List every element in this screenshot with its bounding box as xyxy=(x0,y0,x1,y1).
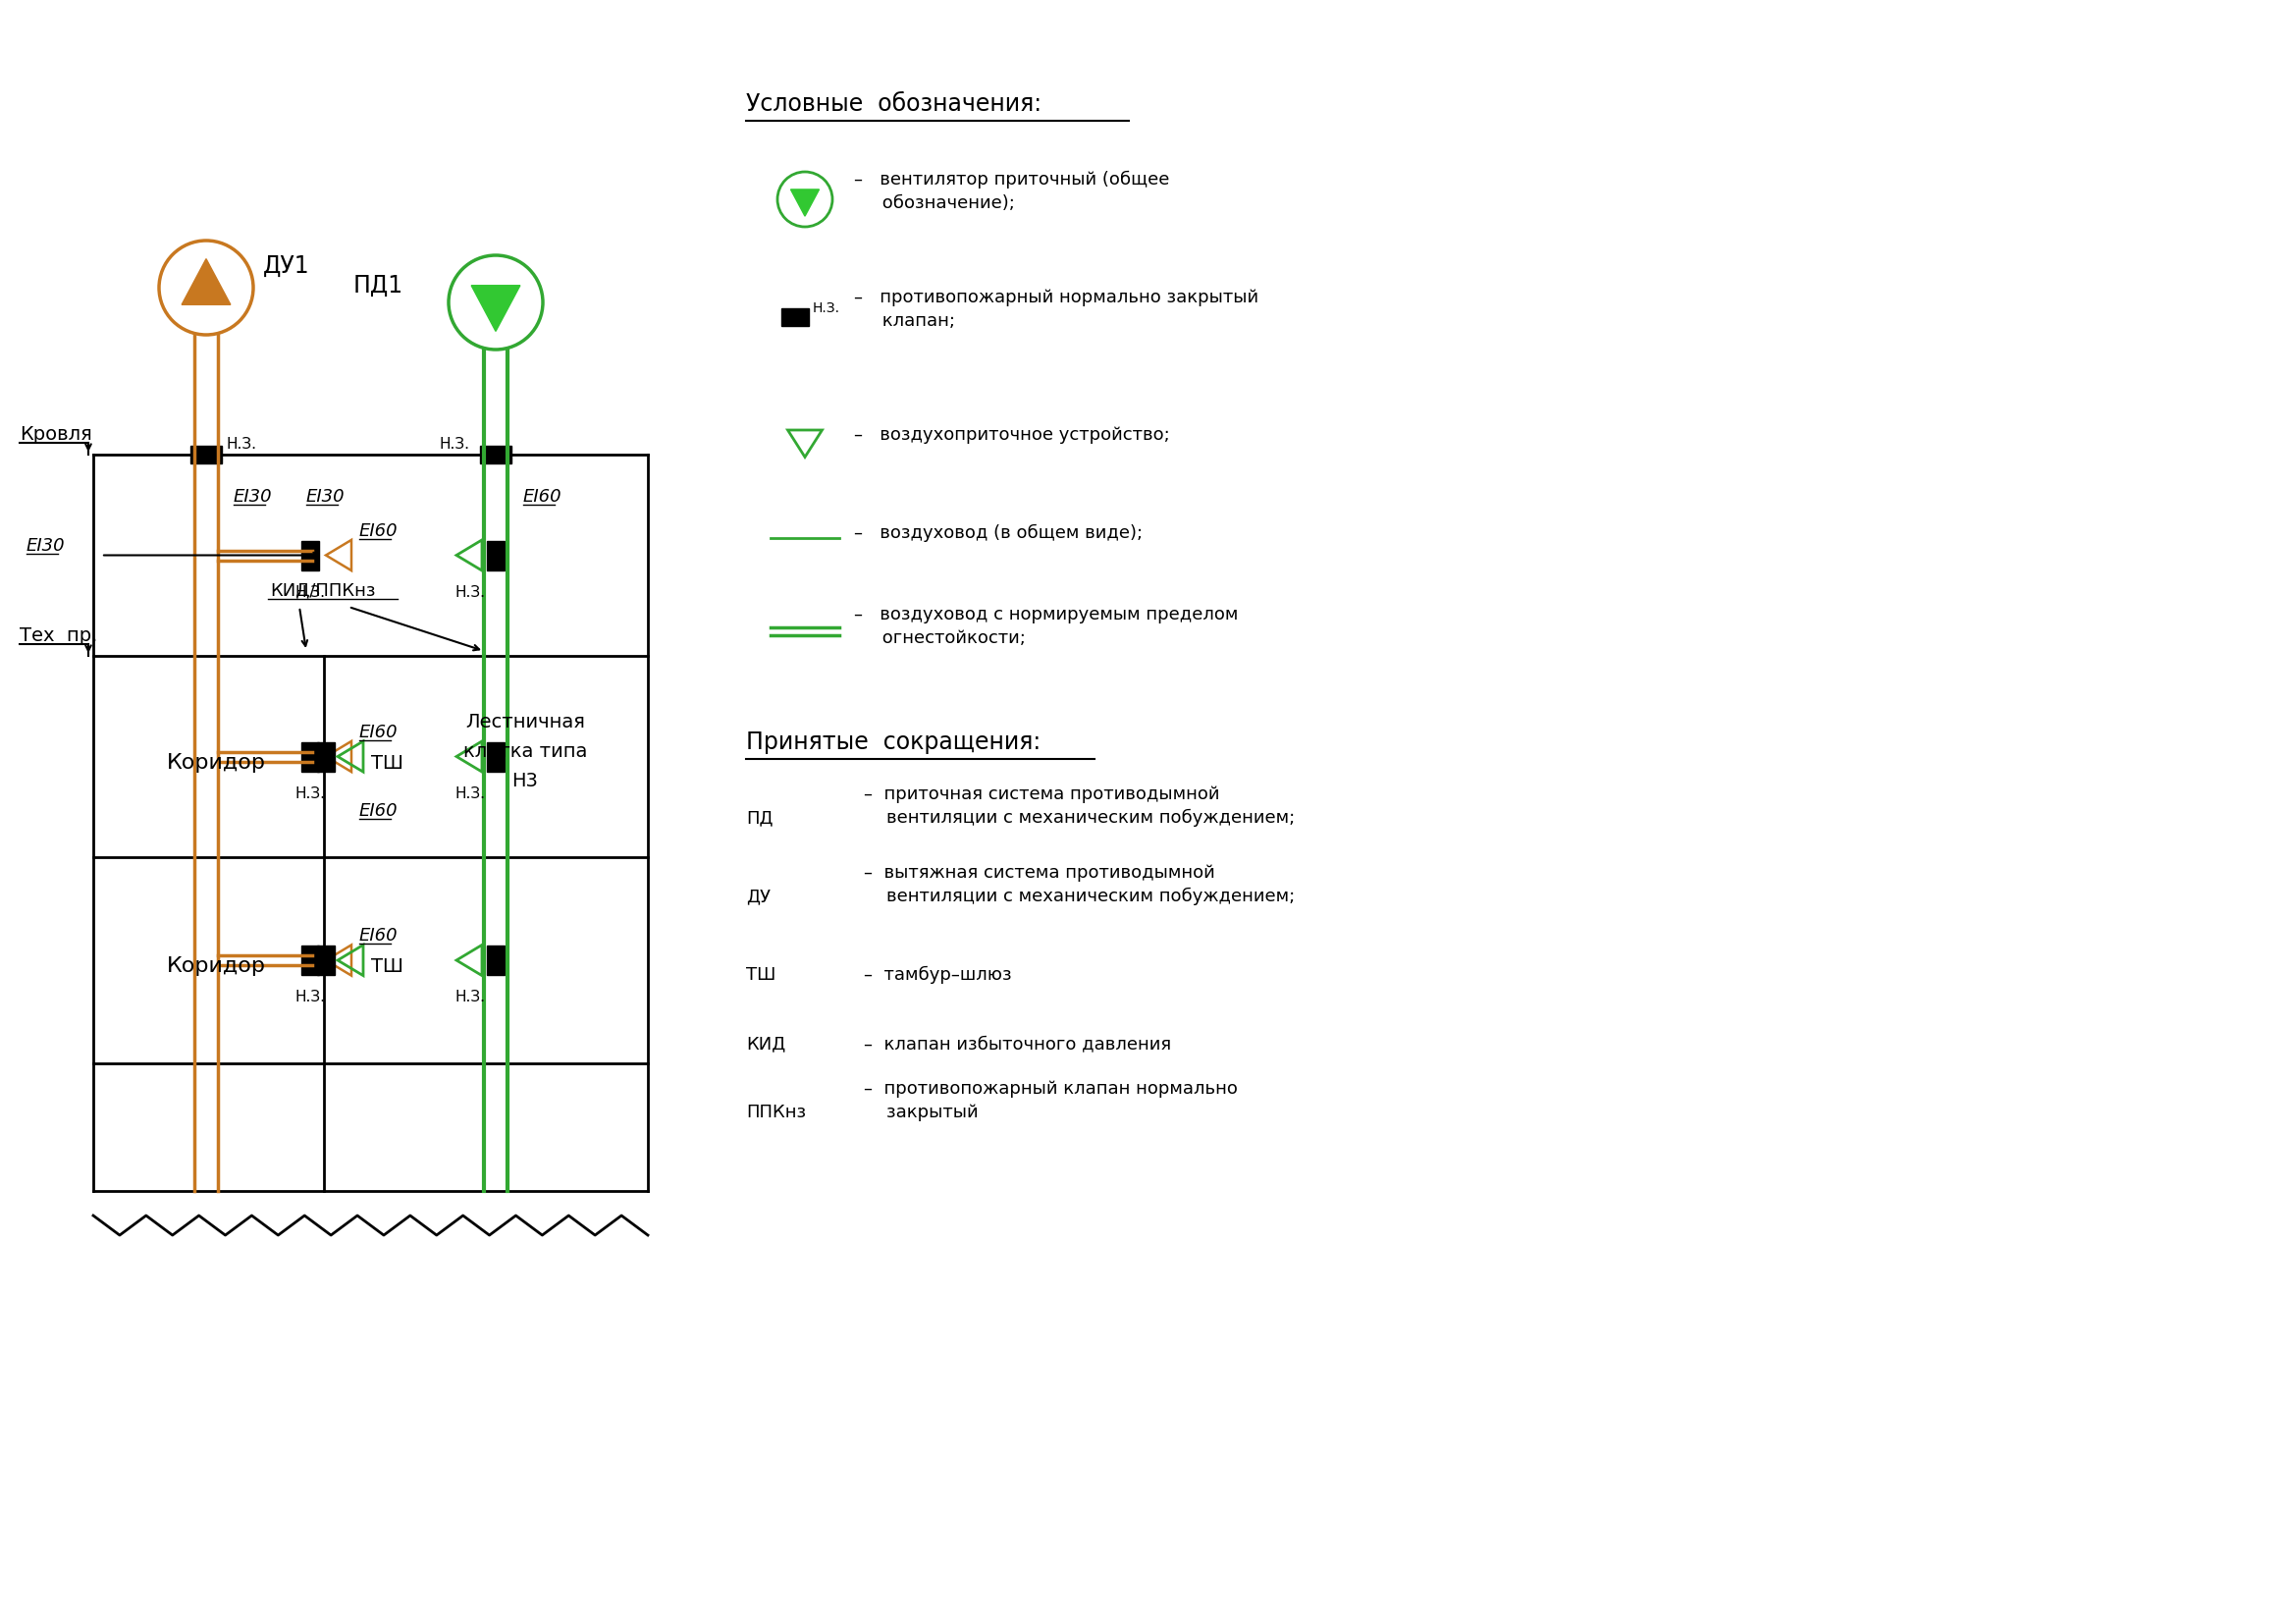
Text: ДУ1: ДУ1 xyxy=(264,255,310,278)
Text: ТШ: ТШ xyxy=(746,966,776,984)
Text: –  приточная система противодымной
    вентиляции с механическим побуждением;: – приточная система противодымной вентил… xyxy=(863,786,1295,826)
Text: Н.З.: Н.З. xyxy=(294,584,326,599)
Text: –   воздуховод с нормируемым пределом
     огнестойкости;: – воздуховод с нормируемым пределом огне… xyxy=(854,605,1238,648)
Text: ДУ: ДУ xyxy=(746,888,771,906)
Text: –  клапан избыточного давления: – клапан избыточного давления xyxy=(863,1035,1171,1053)
Text: –   вентилятор приточный (общее
     обозначение);: – вентилятор приточный (общее обозначени… xyxy=(854,170,1169,213)
Text: –  вытяжная система противодымной
    вентиляции с механическим побуждением;: – вытяжная система противодымной вентиля… xyxy=(863,863,1295,906)
Text: КИД: КИД xyxy=(746,1035,785,1053)
Polygon shape xyxy=(471,286,521,331)
Text: EI30: EI30 xyxy=(305,489,344,506)
Text: ППКнз: ППКнз xyxy=(746,1104,806,1121)
Bar xyxy=(317,946,335,975)
Text: Коридор: Коридор xyxy=(168,956,266,975)
Bar xyxy=(781,308,808,326)
Text: Н.З.: Н.З. xyxy=(455,990,484,1005)
Bar xyxy=(487,946,505,975)
Text: Н.З.: Н.З. xyxy=(439,437,468,451)
Text: Коридор: Коридор xyxy=(168,753,266,773)
Text: EI60: EI60 xyxy=(358,724,397,740)
Bar xyxy=(480,446,512,464)
Text: Н.З.: Н.З. xyxy=(455,786,484,800)
Polygon shape xyxy=(181,258,230,305)
Text: EI30: EI30 xyxy=(234,489,273,506)
Bar xyxy=(301,540,319,570)
Text: EI60: EI60 xyxy=(358,927,397,945)
Text: EI30: EI30 xyxy=(28,537,64,555)
Text: Условные  обозначения:: Условные обозначения: xyxy=(746,93,1042,115)
Text: Н.З.: Н.З. xyxy=(455,584,484,599)
Text: Лестничная: Лестничная xyxy=(466,712,585,730)
Text: Н.З.: Н.З. xyxy=(294,990,326,1005)
Text: ТШ: ТШ xyxy=(372,958,404,975)
Text: –  тамбур–шлюз: – тамбур–шлюз xyxy=(863,966,1013,984)
Text: EI60: EI60 xyxy=(358,802,397,820)
Text: Принятые  сокращения:: Принятые сокращения: xyxy=(746,730,1040,755)
Bar xyxy=(191,446,223,464)
Bar xyxy=(317,742,335,771)
Text: Тех  пр.: Тех пр. xyxy=(21,626,96,644)
Text: –   воздуховод (в общем виде);: – воздуховод (в общем виде); xyxy=(854,524,1143,542)
Text: Н3: Н3 xyxy=(512,771,537,790)
Text: ПД1: ПД1 xyxy=(354,274,404,297)
Text: –  противопожарный клапан нормально
    закрытый: – противопожарный клапан нормально закры… xyxy=(863,1081,1238,1121)
Bar xyxy=(487,540,505,570)
Text: клетка типа: клетка типа xyxy=(464,742,588,761)
Text: Кровля: Кровля xyxy=(21,425,92,443)
Text: EI60: EI60 xyxy=(523,489,563,506)
Text: EI60: EI60 xyxy=(358,523,397,539)
Text: Н.З.: Н.З. xyxy=(294,786,326,800)
Bar xyxy=(301,946,319,975)
Text: –   противопожарный нормально закрытый
     клапан;: – противопожарный нормально закрытый кла… xyxy=(854,289,1258,329)
Bar xyxy=(301,742,319,771)
Text: –   воздухоприточное устройство;: – воздухоприточное устройство; xyxy=(854,427,1171,443)
Bar xyxy=(487,742,505,771)
Text: КИД/ППКнз: КИД/ППКнз xyxy=(271,581,377,599)
Text: ТШ: ТШ xyxy=(372,753,404,773)
Text: Н.З.: Н.З. xyxy=(813,302,840,315)
Text: Н.З.: Н.З. xyxy=(225,437,257,451)
Text: ПД: ПД xyxy=(746,808,774,826)
Polygon shape xyxy=(790,190,820,216)
